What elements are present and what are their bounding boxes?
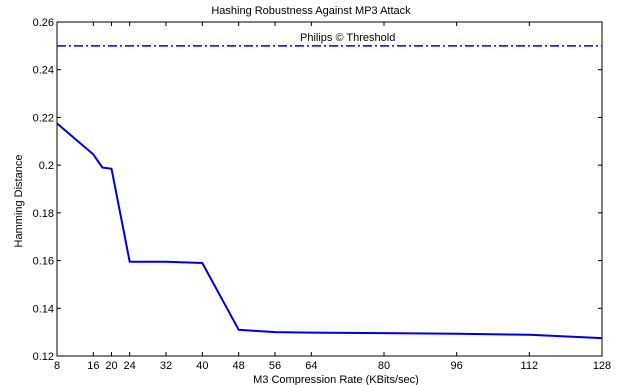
y-tick-label: 0.2 [39,160,54,172]
y-tick-label: 0.22 [33,112,54,124]
y-tick-label: 0.14 [33,303,54,315]
y-tick-label: 0.18 [33,208,54,220]
plot-area: 8 16 20 24 32 40 48 56 64 80 96 112 128 0.12 0.14 0.16… [33,17,612,372]
chart-title: Hashing Robustness Against MP3 Attack [211,5,411,17]
x-tick-label: 20 [105,360,117,372]
x-tick-label: 16 [87,360,99,372]
x-axis-label: M3 Compression Rate (KBits/sec) [253,374,419,385]
x-tick-label: 24 [124,360,136,372]
y-tick-label: 0.26 [33,17,54,29]
x-tick-label: 8 [54,360,60,372]
x-tick-label: 80 [378,360,390,372]
y-tick-label: 0.24 [33,65,54,77]
x-tick-label: 32 [160,360,172,372]
x-tick-label: 48 [233,360,245,372]
x-tick-label: 64 [305,360,317,372]
y-axis-label: Hamming Distance [13,155,25,248]
x-tick-label: 56 [269,360,281,372]
threshold-label: Philips © Threshold [300,32,395,44]
y-axis-ticks: 0.12 0.14 0.16 0.18 0.2 0.22 0.24 0.26 [33,17,602,363]
series-group [56,122,603,340]
x-axis-ticks: 8 16 20 24 32 40 48 56 64 80 96 112 128 [54,22,611,372]
y-tick-label: 0.12 [33,351,54,363]
series-line-0 [56,122,603,340]
x-tick-label: 40 [196,360,208,372]
x-tick-label: 96 [451,360,463,372]
axes-frame [56,21,603,357]
x-tick-label: 128 [593,360,611,372]
x-tick-label: 112 [521,360,539,372]
y-tick-label: 0.16 [33,256,54,268]
